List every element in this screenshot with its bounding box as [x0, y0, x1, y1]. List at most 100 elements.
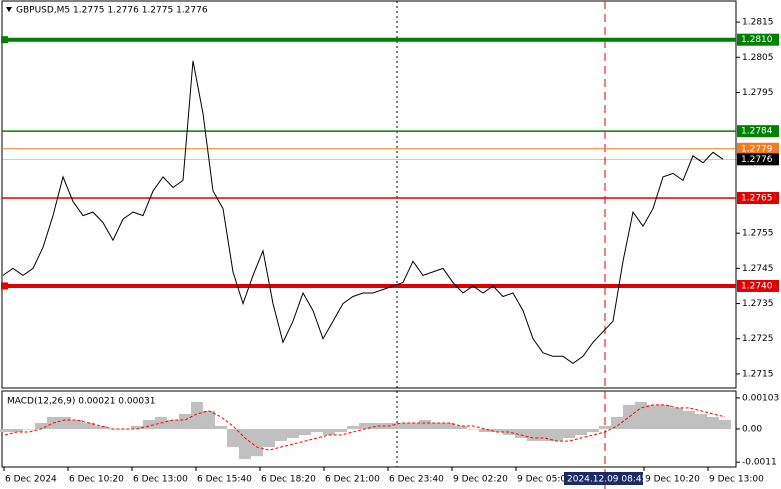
macd-bar [455, 425, 467, 429]
macd-bar [647, 404, 659, 429]
macd-bar [287, 429, 299, 439]
macd-bar [0, 429, 11, 433]
level-label: 1.2779 [741, 144, 773, 154]
macd-bar [95, 425, 107, 429]
x-tick-label: 6 Dec 21:00 [325, 475, 380, 485]
macd-bar [551, 429, 563, 442]
macd-bar [719, 419, 731, 429]
y-tick-label: 1.2735 [742, 299, 774, 309]
macd-bar [599, 425, 611, 429]
x-tick-label: 9 Dec 10:20 [645, 475, 700, 485]
y-tick-label: 1.2815 [742, 18, 774, 28]
level-label: 1.2765 [741, 194, 773, 204]
macd-bar [563, 429, 575, 439]
macd-bar [635, 401, 647, 429]
price-line [2, 60, 724, 365]
macd-bar [227, 429, 239, 448]
y-tick-label: 1.2745 [742, 264, 774, 274]
macd-bar [479, 429, 491, 433]
macd-bar [119, 429, 131, 430]
y-tick-label: -0.0011 [742, 458, 777, 468]
cursor-label-bg [564, 472, 643, 485]
macd-bar [443, 422, 455, 429]
macd-bar [431, 422, 443, 429]
macd-bar [323, 429, 335, 436]
macd-bar [707, 416, 719, 429]
level-label: 1.2784 [741, 127, 773, 137]
macd-bar [83, 422, 95, 429]
level-label: 1.2776 [741, 155, 773, 165]
x-tick-label: 9 Dec 13:00 [709, 475, 764, 485]
macd-title: MACD(12,26,9) 0.00021 0.00031 [7, 397, 156, 407]
macd-bar [11, 429, 23, 433]
macd-bar [611, 416, 623, 429]
macd-bar [683, 410, 695, 429]
macd-bar [515, 429, 527, 439]
macd-bar [623, 404, 635, 429]
macd-bar [395, 422, 407, 429]
macd-bar [59, 416, 71, 429]
macd-bar [539, 429, 551, 442]
macd-bar [167, 419, 179, 429]
level-label-bg [737, 33, 779, 46]
macd-bar [251, 429, 263, 457]
macd-bar [359, 422, 371, 429]
symbol-menu-icon[interactable] [6, 7, 12, 12]
macd-bar [467, 429, 479, 430]
level-label-bg [737, 142, 779, 155]
level-label-bg [737, 279, 779, 292]
macd-bar [239, 429, 251, 460]
macd-bar [659, 404, 671, 429]
macd-bar [491, 429, 503, 433]
y-tick-label: 0.00 [742, 425, 762, 435]
macd-bar [407, 422, 419, 429]
macd-bar [23, 429, 35, 430]
macd-bar [299, 429, 311, 436]
y-tick-label: 1.2805 [742, 53, 774, 63]
level-label-bg [737, 153, 779, 166]
level-handle [1, 282, 8, 290]
macd-bar [311, 429, 323, 433]
x-tick-label: 9 Dec 05:00 [517, 475, 572, 485]
x-tick-label: 6 Dec 13:00 [133, 475, 188, 485]
macd-bar [335, 429, 347, 433]
macd-bar [371, 422, 383, 429]
x-tick-label: 9 Dec 02:20 [453, 475, 508, 485]
x-tick-label: 6 Dec 10:20 [69, 475, 124, 485]
macd-bar [575, 429, 587, 436]
y-tick-label: 1.2755 [742, 229, 774, 239]
macd-bar [275, 429, 287, 442]
macd-bar [131, 425, 143, 429]
x-tick-label: 6 Dec 23:40 [389, 475, 444, 485]
y-tick-label: 1.2795 [742, 88, 774, 98]
x-tick-label: 6 Dec 15:40 [197, 475, 252, 485]
y-tick-label: 1.2725 [742, 334, 774, 344]
level-label: 1.2740 [741, 281, 773, 291]
macd-bar [695, 413, 707, 429]
level-handle [1, 36, 8, 44]
macd-bar [215, 425, 227, 429]
macd-bar [347, 425, 359, 429]
macd-bar [527, 429, 539, 442]
level-label-bg [737, 125, 779, 138]
macd-bar [263, 429, 275, 448]
chart-title: GBPUSD,M5 1.2775 1.2776 1.2775 1.2776 [16, 6, 208, 16]
level-label: 1.2810 [741, 35, 773, 45]
level-label-bg [737, 192, 779, 205]
macd-bar [191, 401, 203, 429]
macd-bar [587, 429, 599, 433]
x-tick-label: 6 Dec 18:20 [261, 475, 316, 485]
signal-line [4, 404, 726, 451]
main-pane [1, 0, 737, 389]
cursor-label: 2024.12.09 08:45 [567, 475, 647, 485]
macd-bar [35, 422, 47, 429]
y-tick-label: 1.2715 [742, 369, 774, 379]
macd-bar [419, 419, 431, 429]
x-tick-label: 6 Dec 2024 [5, 475, 57, 485]
macd-bar [671, 407, 683, 429]
y-tick-label: 0.00103 [742, 393, 779, 403]
macd-bar [143, 419, 155, 429]
macd-bar [71, 419, 83, 429]
macd-bar [203, 410, 215, 429]
